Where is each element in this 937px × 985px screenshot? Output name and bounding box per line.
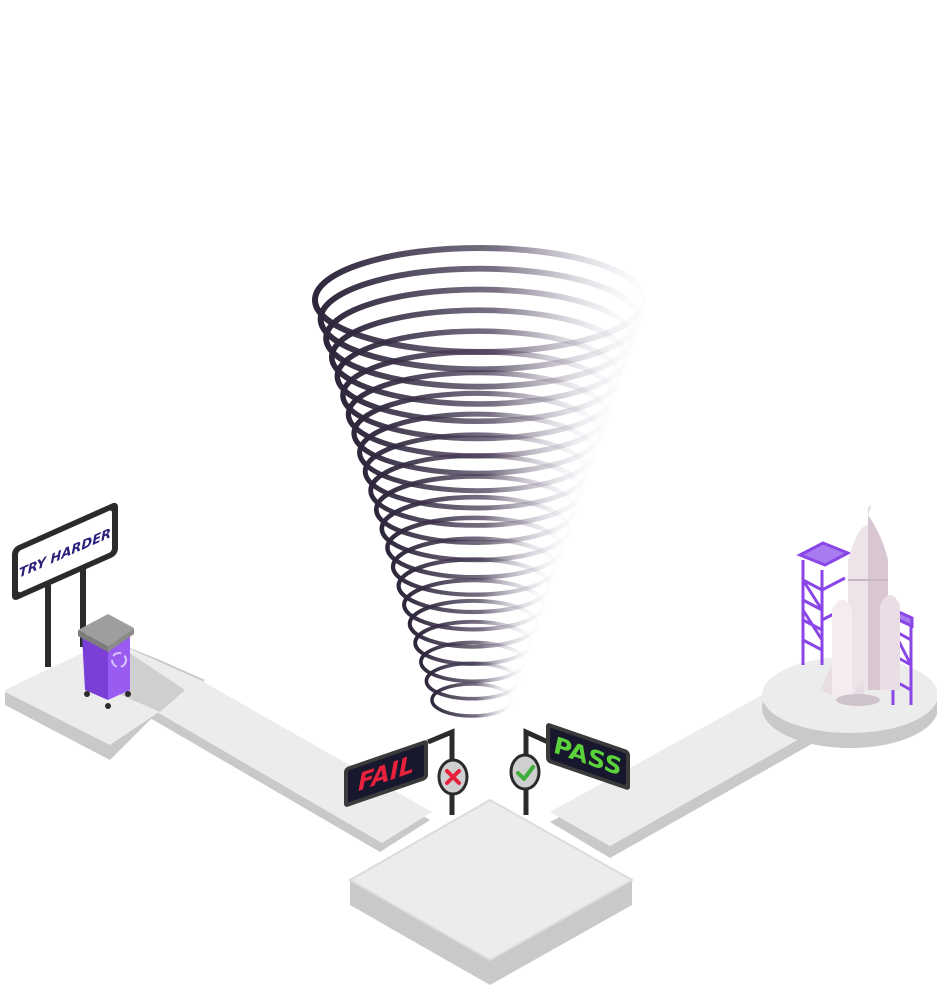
- funnel-ring: [312, 245, 648, 355]
- funnel: [312, 245, 648, 718]
- funnel-ring: [373, 474, 578, 545]
- funnel-ring: [396, 557, 553, 615]
- funnel-ring: [390, 536, 559, 597]
- center-platform: [347, 798, 635, 985]
- funnel-ring: [402, 578, 546, 632]
- funnel-ring: [351, 390, 604, 476]
- funnel-ring: [424, 661, 521, 701]
- funnel-ring: [357, 411, 597, 494]
- funnel-ring: [328, 307, 629, 407]
- check-icon: [509, 753, 541, 791]
- pass-sign: PASS: [509, 723, 630, 815]
- funnel-ring: [323, 286, 636, 390]
- recycle-bin: [78, 614, 185, 712]
- launch-pad: [796, 505, 914, 706]
- platforms: [5, 640, 937, 985]
- rocket-icon: [820, 505, 900, 706]
- left-platform: [5, 640, 432, 852]
- funnel-ring: [362, 432, 591, 511]
- funnel-ring: [334, 328, 623, 425]
- funnel-ring: [340, 349, 617, 442]
- funnel-ring: [385, 515, 565, 580]
- x-icon: [437, 758, 469, 796]
- funnel-ring: [317, 265, 642, 373]
- funnel-ring: [430, 682, 514, 718]
- recycle-icon: [111, 652, 127, 668]
- funnel-ring: [407, 598, 540, 649]
- funnel-ring: [419, 640, 527, 684]
- funnel-ring: [368, 453, 585, 528]
